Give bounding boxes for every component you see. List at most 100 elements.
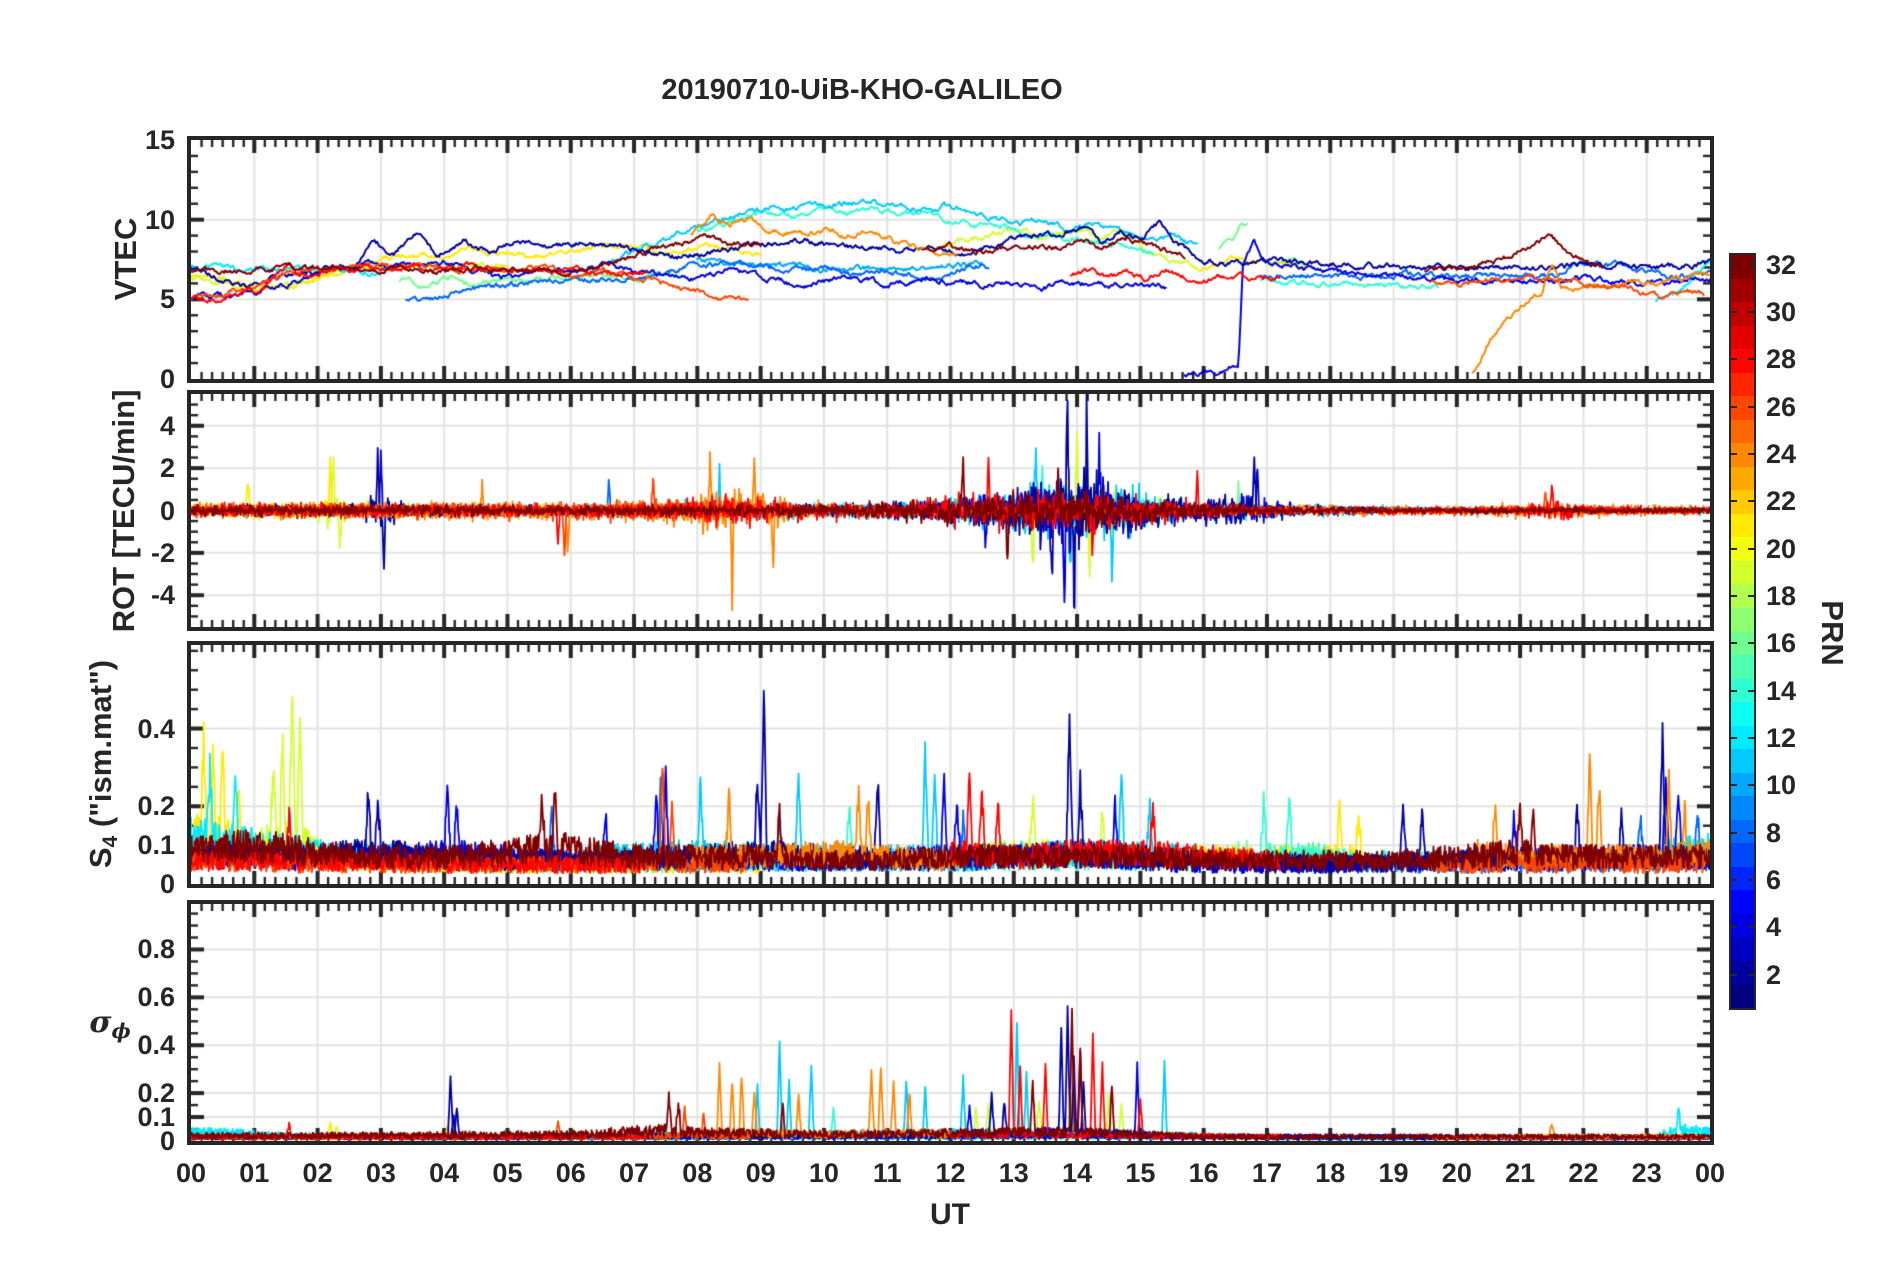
colorbar-tick [1731,689,1737,692]
colorbar-tick [1731,831,1737,834]
colorbar-cell-prn-23 [1731,466,1754,491]
colorbar-tick [1748,784,1754,787]
chart-title: 20190710-UiB-KHO-GALILEO [661,74,1063,106]
x-axis-label: UT [930,1198,970,1231]
colorbar-cell-prn-11 [1731,749,1754,773]
colorbar-cell-prn-29 [1731,325,1754,350]
colorbar-cell-prn-1 [1731,984,1754,1008]
colorbar-tick-label: 4 [1766,912,1782,943]
x-tick-label: 19 [1378,1158,1409,1188]
colorbar-cell-prn-15 [1731,655,1754,679]
colorbar-tick [1748,405,1754,408]
colorbar-cell-prn-17 [1731,607,1754,632]
prn-colorbar [1729,253,1756,1010]
colorbar-tick [1731,358,1737,361]
colorbar-cell-prn-31 [1731,278,1754,303]
colorbar-tick [1731,736,1737,739]
colorbar-cell-prn-7 [1731,843,1754,867]
y-tick-label-s4: 0.4 [137,713,175,744]
y-tick-label-s4: 0.2 [137,791,175,822]
x-tick-label: 09 [745,1158,776,1188]
colorbar-cell-prn-21 [1731,513,1754,538]
s4-plot-canvas [191,645,1710,884]
panel-sigma-phi [187,900,1714,1145]
x-tick-label: 20 [1441,1158,1472,1188]
x-tick-label: 03 [365,1158,396,1188]
x-tick-label: 18 [1315,1158,1346,1188]
colorbar-cell-prn-8 [1731,819,1754,844]
colorbar-cell-prn-28 [1731,349,1754,373]
colorbar-tick [1731,878,1737,881]
y-tick-label-rot: 2 [159,453,175,484]
x-tick-label: 21 [1505,1158,1536,1188]
rot-plot-canvas [191,394,1710,627]
colorbar-tick [1748,736,1754,739]
y-tick-label-s4: 0 [159,869,175,899]
colorbar-tick-label: 10 [1766,770,1797,801]
colorbar-tick [1748,500,1754,503]
y-tick-label-vtec: 0 [159,364,175,394]
colorbar-cell-prn-27 [1731,372,1754,397]
colorbar-cell-prn-4 [1731,913,1754,938]
colorbar-tick-label: 22 [1766,486,1797,517]
colorbar-tick-label: 24 [1766,439,1797,470]
colorbar-tick [1731,311,1737,314]
y-tick-label-sigma: 0.2 [137,1078,175,1109]
colorbar-tick [1731,595,1737,598]
x-tick-label: 14 [1062,1158,1093,1188]
colorbar-tick [1731,263,1737,266]
colorbar-title: PRN [1815,600,1850,666]
x-tick-label: 04 [429,1158,460,1188]
colorbar-tick [1748,878,1754,881]
colorbar-cell-prn-9 [1731,796,1754,820]
y-tick-label-vtec: 5 [159,284,175,315]
x-tick-label: 02 [302,1158,333,1188]
colorbar-cell-prn-6 [1731,866,1754,891]
colorbar-cell-prn-26 [1731,396,1754,420]
x-tick-label: 12 [935,1158,966,1188]
colorbar-cell-prn-30 [1731,302,1754,326]
panel-rot [187,390,1714,631]
x-tick-label: 22 [1568,1158,1599,1188]
colorbar-tick-label: 8 [1766,817,1782,848]
vtec-plot-canvas [191,140,1710,379]
colorbar-tick-label: 28 [1766,344,1797,375]
x-tick-label: 06 [555,1158,586,1188]
y-axis-label-sigma-phi: σϕ [89,1005,130,1043]
y-tick-label-sigma: 0.4 [137,1030,175,1061]
colorbar-tick [1748,358,1754,361]
y-tick-label-sigma: 0.1 [137,1102,175,1133]
colorbar-cell-prn-25 [1731,419,1754,444]
colorbar-tick-label: 14 [1766,675,1797,706]
x-tick-label: 13 [998,1158,1029,1188]
y-tick-label-s4: 0.1 [137,830,175,861]
y-tick-label-sigma: 0 [159,1126,175,1156]
colorbar-cell-prn-16 [1731,631,1754,656]
colorbar-cell-prn-19 [1731,560,1754,585]
colorbar-tick [1731,453,1737,456]
x-tick-label: 00 [1694,1158,1726,1188]
colorbar-cell-prn-5 [1731,890,1754,914]
panel-s4 [187,641,1714,888]
colorbar-tick-label: 30 [1766,297,1797,328]
colorbar-tick [1748,926,1754,929]
y-tick-label-rot: -2 [150,537,175,568]
y-tick-label-vtec: 10 [144,204,175,235]
x-tick-label: 11 [872,1158,902,1188]
colorbar-tick-label: 20 [1766,533,1797,564]
sigma-label-sub: ϕ [111,1019,131,1044]
y-tick-label-sigma: 0.6 [137,982,175,1013]
y-tick-label-rot: 0 [159,495,175,526]
panel-vtec [187,136,1714,383]
colorbar-tick-label: 32 [1766,249,1797,280]
y-tick-label-rot: 4 [159,410,175,441]
y-tick-label-rot: -4 [150,580,175,611]
colorbar-cell-prn-13 [1731,702,1754,726]
colorbar-tick [1731,405,1737,408]
colorbar-tick [1731,500,1737,503]
colorbar-tick [1731,784,1737,787]
colorbar-tick [1748,642,1754,645]
x-tick-label: 00 [175,1158,207,1188]
colorbar-tick-label: 12 [1766,722,1797,753]
